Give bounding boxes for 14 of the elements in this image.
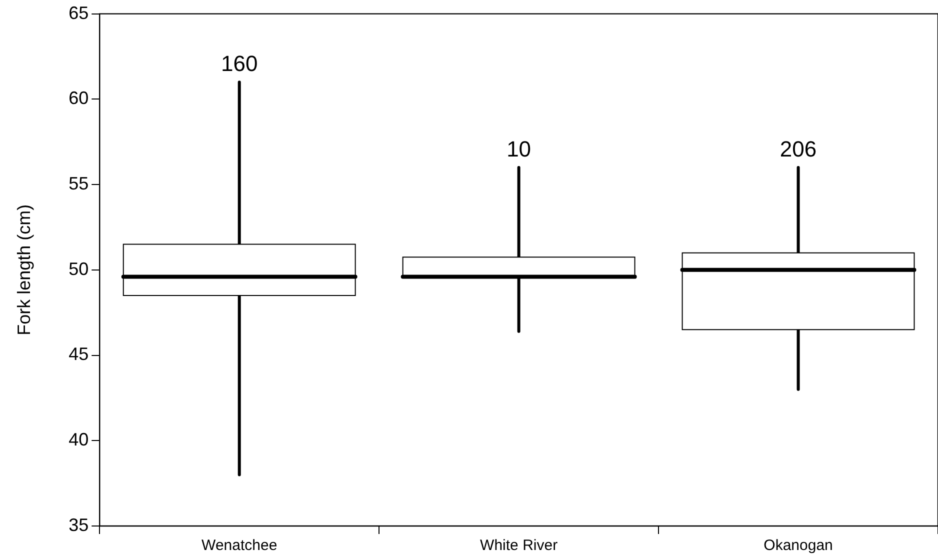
y-tick-label: 65 [68, 2, 89, 23]
y-tick-label: 55 [68, 174, 89, 194]
x-tick-label: White River [480, 537, 558, 554]
annotation: 160 [220, 51, 258, 76]
y-axis-title: Fork length (cm) [14, 204, 34, 336]
y-tick-label: 45 [68, 344, 89, 364]
y-tick-label: 35 [68, 514, 89, 535]
annotation: 10 [506, 136, 532, 162]
x-tick-label: Wenatchee [202, 537, 278, 554]
y-tick-label: 50 [68, 258, 89, 279]
annotation: 206 [780, 136, 817, 162]
x-tick-label: Okanogan [764, 537, 833, 554]
y-tick-label: 40 [68, 430, 89, 450]
y-tick-label: 60 [68, 88, 89, 108]
